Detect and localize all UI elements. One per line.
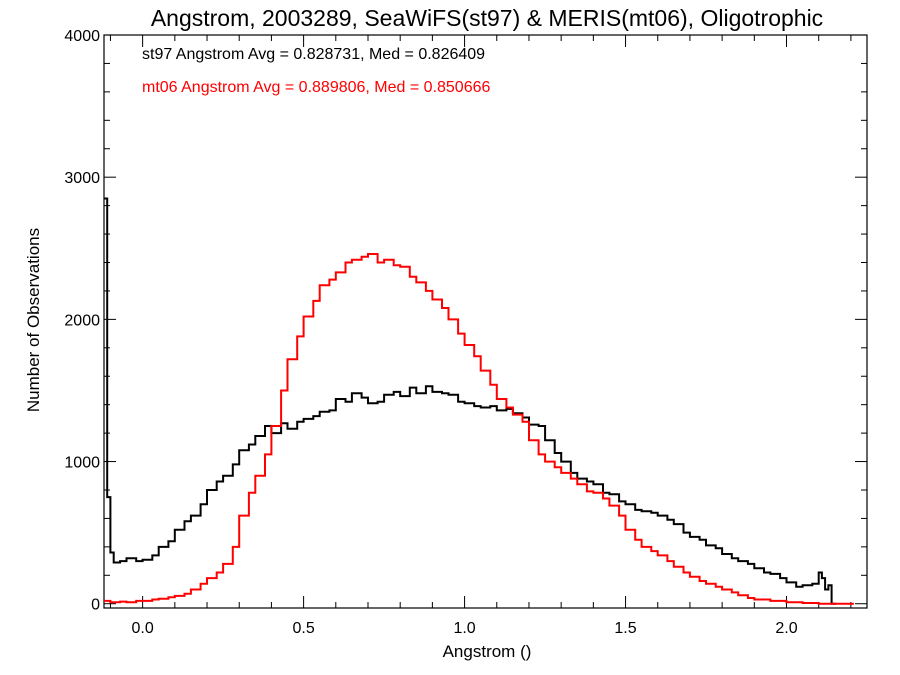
y-tick-label: 0 xyxy=(91,597,100,614)
annotation-st97-stats: st97 Angstrom Avg = 0.828731, Med = 0.82… xyxy=(142,46,485,63)
x-tick-label: 2.0 xyxy=(775,620,797,637)
y-axis-label: Number of Observations xyxy=(24,228,43,412)
series-st97-black xyxy=(104,197,837,605)
y-tick-label: 1000 xyxy=(64,455,100,472)
x-tick-label: 1.0 xyxy=(453,620,475,637)
x-tick-label: 0.0 xyxy=(132,620,154,637)
x-axis-label: Angstrom () xyxy=(443,642,532,661)
y-tick-label: 3000 xyxy=(64,170,100,187)
series-layer xyxy=(104,197,854,605)
series-mt06-red xyxy=(104,253,854,605)
chart-title: Angstrom, 2003289, SeaWiFS(st97) & MERIS… xyxy=(151,5,823,31)
annotation-mt06-stats: mt06 Angstrom Avg = 0.889806, Med = 0.85… xyxy=(142,79,491,96)
y-tick-label: 2000 xyxy=(64,312,100,329)
plot-frame xyxy=(103,34,868,609)
x-tick-label: 0.5 xyxy=(292,620,314,637)
axis-ticks: 0.0 0.5 1.0 1.5 2.0 0 1000 2000 3000 4000 xyxy=(64,28,867,637)
y-tick-label: 4000 xyxy=(64,28,100,45)
x-tick-label: 1.5 xyxy=(614,620,636,637)
